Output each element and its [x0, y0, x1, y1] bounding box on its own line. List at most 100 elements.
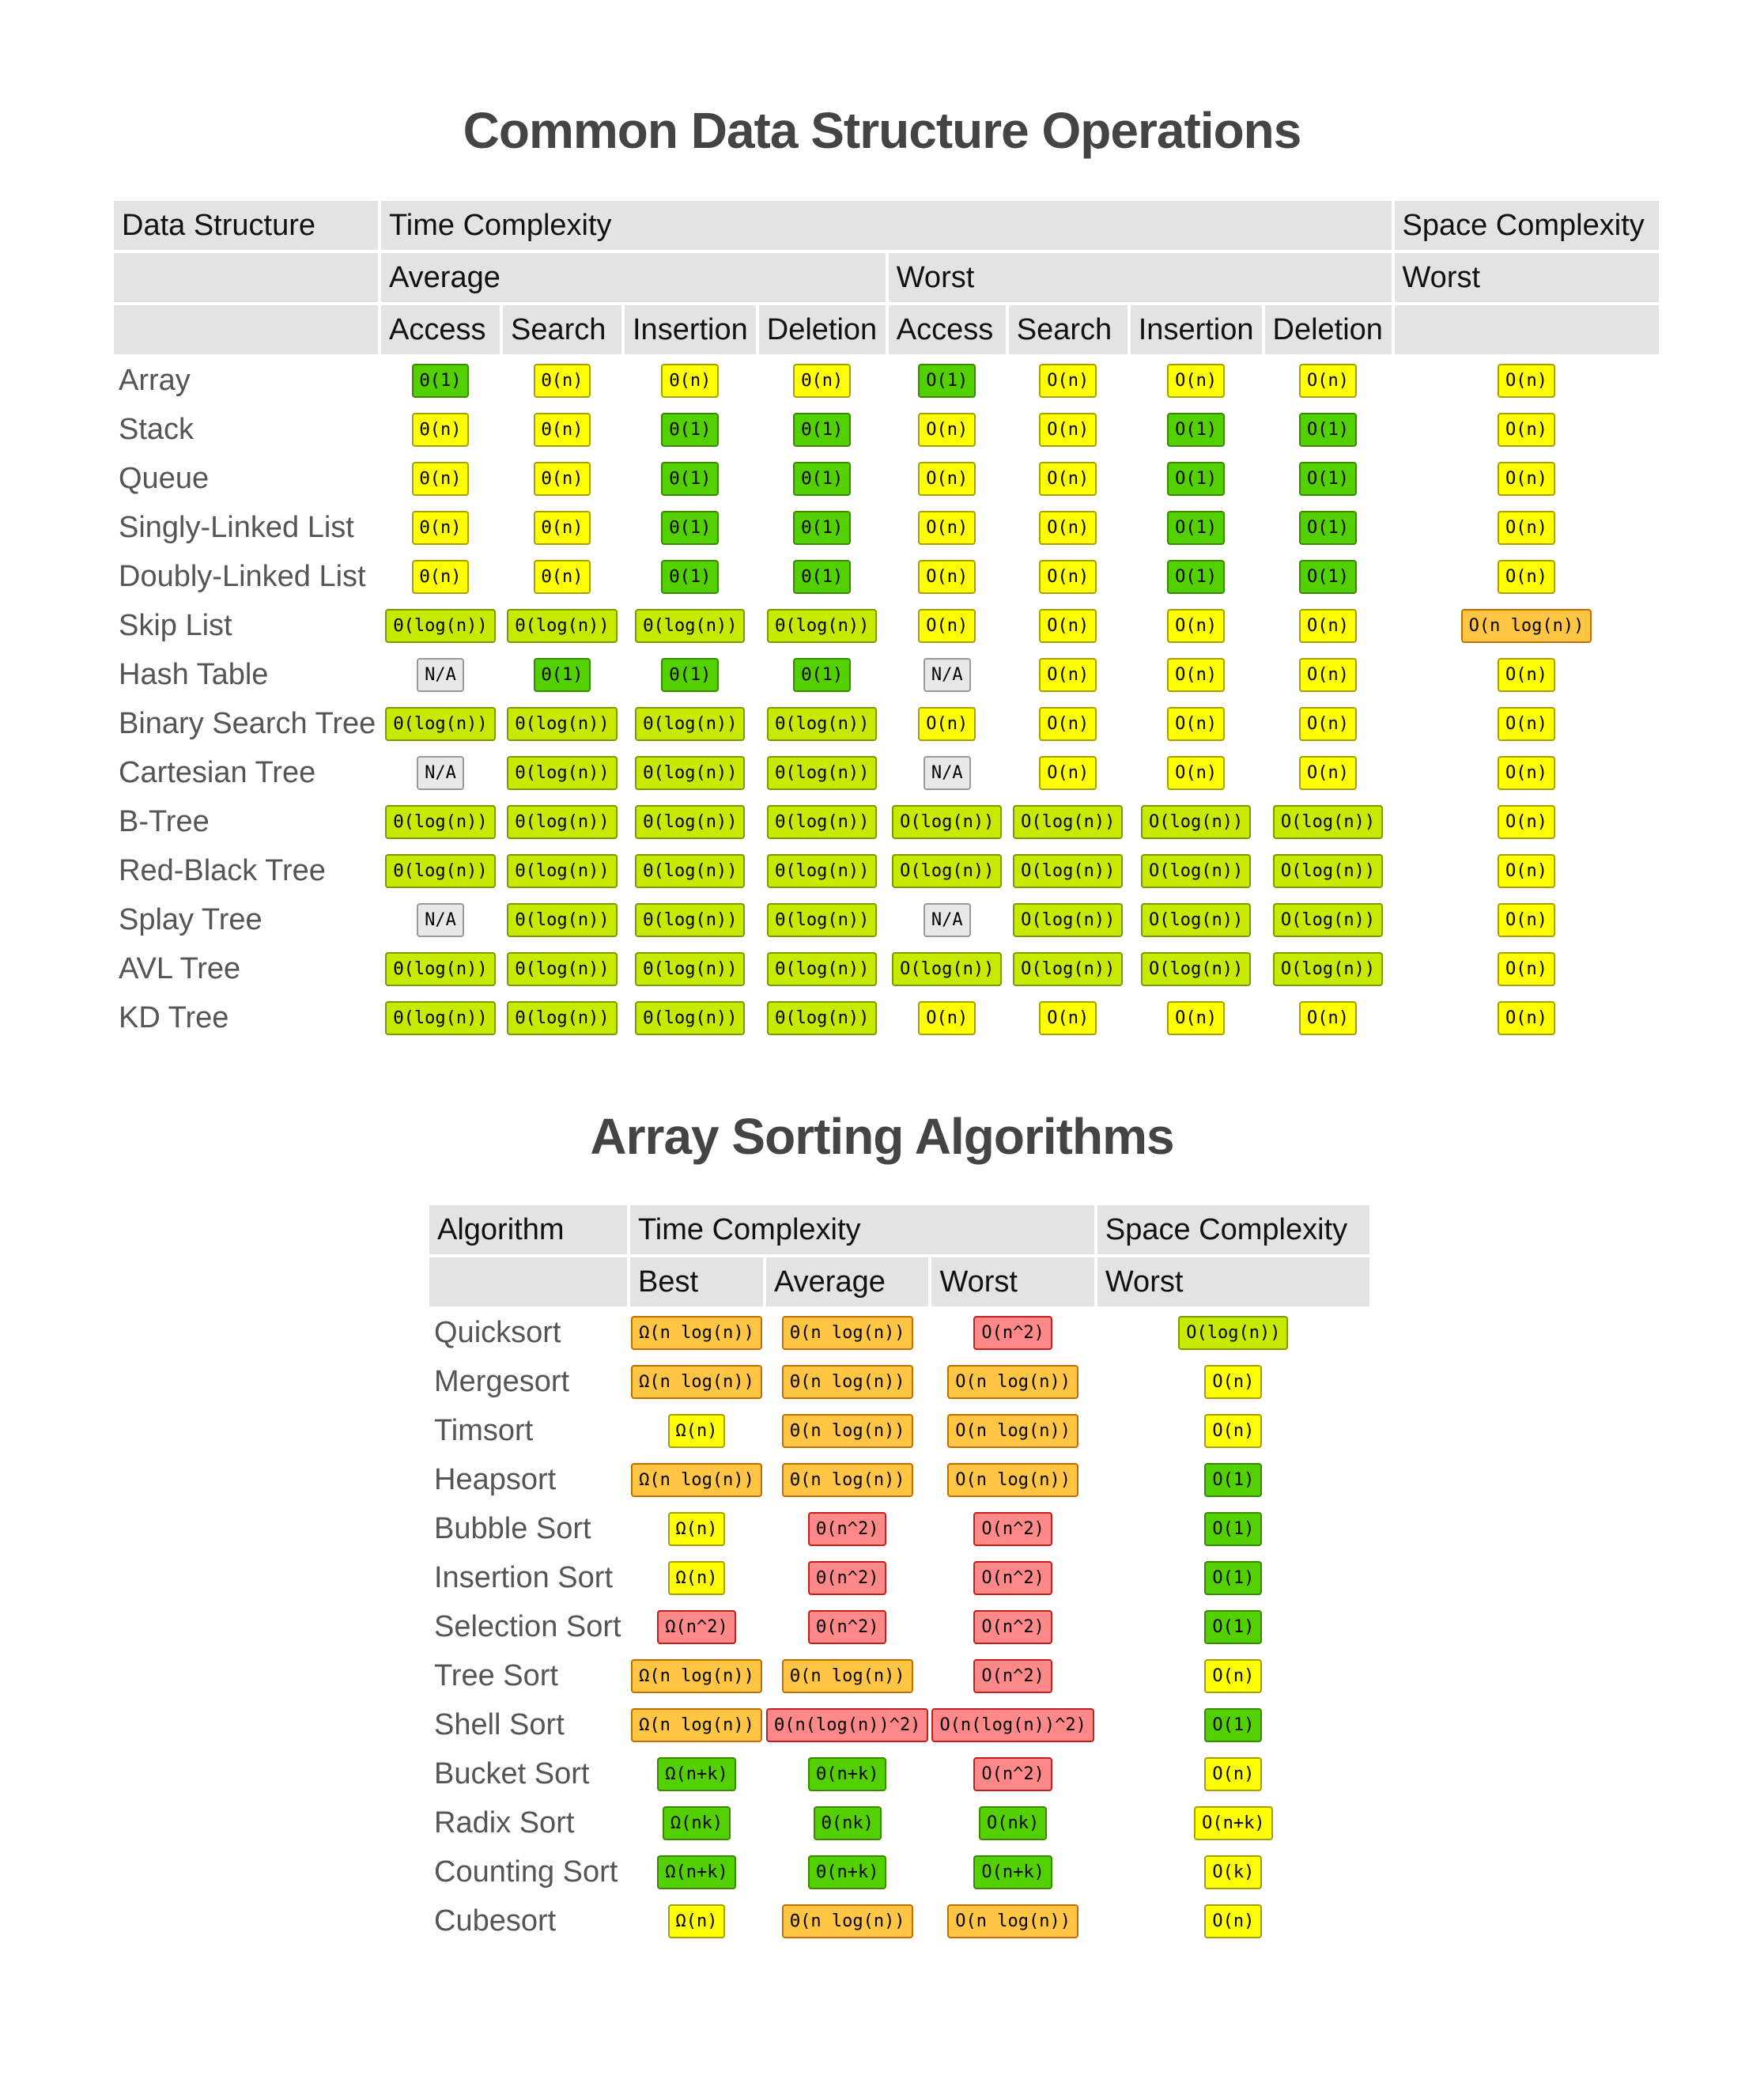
- table-row: Tree Sort Ω(n log(n)) Θ(n log(n)) O(n^2) O(n…: [429, 1653, 1369, 1699]
- complexity-cell: O(n+k): [931, 1849, 1094, 1895]
- complexity-cell: Θ(log(n)): [381, 848, 500, 894]
- complexity-cell: O(n log(n)): [931, 1457, 1094, 1503]
- complexity-cell: O(n log(n)): [931, 1408, 1094, 1454]
- table-row: Shell Sort Ω(n log(n)) Θ(n(log(n))^2) O(n(l…: [429, 1702, 1369, 1748]
- header-space-complexity: Space Complexity: [1097, 1205, 1369, 1254]
- complexity-cell: Θ(log(n)): [625, 750, 756, 796]
- sort-table-body: Quicksort Ω(n log(n)) Θ(n log(n)) O(n^2) O(l…: [429, 1310, 1369, 1944]
- complexity-badge: Θ(n+k): [807, 1854, 887, 1889]
- complexity-cell: Θ(n^2): [766, 1604, 928, 1650]
- row-label: B-Tree: [119, 804, 210, 838]
- complexity-cell: O(log(n)): [1265, 848, 1392, 894]
- complexity-cell: Θ(log(n)): [625, 995, 756, 1041]
- complexity-badge: Θ(n): [411, 412, 470, 447]
- complexity-badge: O(n): [1204, 1904, 1263, 1938]
- complexity-badge: O(1): [1299, 559, 1357, 594]
- header-time-complexity: Time Complexity: [381, 201, 1392, 250]
- complexity-badge: N/A: [923, 902, 971, 937]
- table-row: Insertion Sort Ω(n) Θ(n^2) O(n^2) O(1): [429, 1555, 1369, 1601]
- complexity-badge: O(n^2): [973, 1658, 1052, 1693]
- complexity-cell: Θ(1): [625, 554, 756, 599]
- complexity-badge: O(n): [1204, 1756, 1263, 1791]
- row-label: Quicksort: [434, 1315, 561, 1349]
- complexity-badge: Θ(1): [793, 412, 852, 447]
- complexity-cell: Θ(log(n)): [381, 995, 500, 1041]
- complexity-cell: O(log(n)): [889, 799, 1006, 845]
- row-label: Heapsort: [434, 1462, 557, 1496]
- table-row: Skip List Θ(log(n)) Θ(log(n)) Θ(log(n)) Θ(lo…: [114, 603, 1659, 648]
- complexity-badge: Θ(1): [793, 657, 852, 692]
- complexity-cell: O(log(n)): [1131, 848, 1262, 894]
- table-row: Bucket Sort Ω(n+k) Θ(n+k) O(n^2) O(n): [429, 1751, 1369, 1797]
- complexity-badge: O(n): [1498, 363, 1555, 398]
- complexity-badge: O(n log(n)): [1460, 608, 1592, 643]
- complexity-cell: Θ(n): [503, 456, 621, 501]
- table-row: KD Tree Θ(log(n)) Θ(log(n)) Θ(log(n)) Θ(log(…: [114, 995, 1659, 1041]
- complexity-cell: O(n): [1395, 456, 1659, 501]
- complexity-cell: Θ(n log(n)): [766, 1408, 928, 1454]
- complexity-badge: Θ(1): [661, 510, 720, 545]
- complexity-badge: O(n log(n)): [947, 1413, 1078, 1448]
- row-label: Counting Sort: [434, 1854, 618, 1889]
- complexity-cell: O(log(n)): [1265, 946, 1392, 992]
- complexity-cell: O(n^2): [931, 1653, 1094, 1699]
- complexity-cell: O(nk): [931, 1800, 1094, 1846]
- complexity-badge: O(log(n)): [1272, 804, 1384, 839]
- complexity-cell: O(n): [1395, 554, 1659, 599]
- complexity-badge: Ω(n): [667, 1511, 726, 1546]
- complexity-badge: O(n+k): [1194, 1805, 1273, 1840]
- complexity-badge: Θ(log(n)): [767, 1000, 878, 1035]
- complexity-cell: O(n): [1009, 652, 1128, 698]
- complexity-cell: O(log(n)): [1097, 1310, 1369, 1355]
- complexity-cell: Θ(log(n)): [503, 995, 621, 1041]
- complexity-badge: O(log(n)): [892, 951, 1003, 986]
- complexity-badge: O(n): [918, 510, 976, 545]
- complexity-badge: O(n): [1039, 755, 1097, 790]
- complexity-cell: O(log(n)): [1009, 848, 1128, 894]
- complexity-cell: O(n): [1395, 652, 1659, 698]
- header-data-structure: Data Structure: [114, 201, 378, 250]
- row-label: Cubesort: [434, 1904, 557, 1938]
- complexity-badge: Θ(n+k): [807, 1756, 887, 1791]
- complexity-badge: O(n): [918, 608, 976, 643]
- complexity-cell: Θ(n log(n)): [766, 1653, 928, 1699]
- complexity-cell: O(n): [1265, 603, 1392, 648]
- complexity-cell: Θ(log(n)): [625, 701, 756, 747]
- complexity-badge: O(1): [1204, 1609, 1263, 1644]
- ops-title: Common Data Structure Operations: [463, 102, 1302, 159]
- complexity-cell: O(n): [1131, 995, 1262, 1041]
- complexity-cell: N/A: [381, 897, 500, 943]
- complexity-badge: Ω(n log(n)): [631, 1462, 762, 1497]
- complexity-cell: Ω(n): [630, 1898, 763, 1944]
- row-label: Bubble Sort: [434, 1511, 591, 1545]
- row-label: Radix Sort: [434, 1805, 575, 1839]
- complexity-cell: Θ(1): [759, 456, 886, 501]
- complexity-badge: Ω(n log(n)): [631, 1658, 762, 1693]
- complexity-badge: O(n): [1167, 755, 1226, 790]
- row-label: Cartesian Tree: [119, 755, 316, 789]
- complexity-cell: N/A: [889, 652, 1006, 698]
- complexity-badge: O(n): [918, 412, 976, 447]
- complexity-cell: O(n): [1131, 603, 1262, 648]
- complexity-badge: O(n): [1039, 559, 1097, 594]
- complexity-cell: O(n): [1265, 652, 1392, 698]
- complexity-badge: O(1): [1204, 1462, 1263, 1497]
- complexity-badge: Θ(log(n)): [507, 951, 618, 986]
- table-row: Cartesian Tree N/A Θ(log(n)) Θ(log(n)) Θ(log…: [114, 750, 1659, 796]
- complexity-badge: O(n): [1039, 363, 1097, 398]
- complexity-cell: O(n): [1395, 701, 1659, 747]
- complexity-badge: Θ(log(n)): [635, 902, 746, 937]
- complexity-badge: Θ(n): [661, 363, 720, 398]
- complexity-cell: Θ(n+k): [766, 1751, 928, 1797]
- complexity-badge: O(n): [1299, 1000, 1357, 1035]
- complexity-badge: O(n): [1167, 657, 1226, 692]
- complexity-cell: O(log(n)): [1009, 897, 1128, 943]
- complexity-badge: O(log(n)): [1272, 853, 1384, 888]
- complexity-cell: Θ(nk): [766, 1800, 928, 1846]
- complexity-badge: O(n log(n)): [947, 1462, 1078, 1497]
- complexity-badge: Θ(log(n)): [385, 804, 496, 839]
- complexity-badge: O(n): [1039, 608, 1097, 643]
- complexity-badge: O(n): [1498, 1000, 1555, 1035]
- complexity-badge: Θ(log(n)): [767, 951, 878, 986]
- complexity-cell: Θ(log(n)): [759, 603, 886, 648]
